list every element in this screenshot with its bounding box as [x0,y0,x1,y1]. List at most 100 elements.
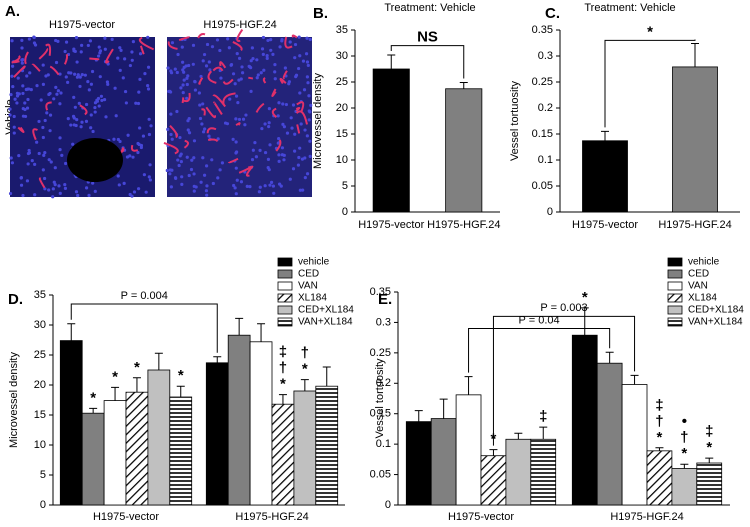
nucleus [33,193,37,197]
vessel [31,63,41,72]
nucleus [41,168,45,172]
nucleus [11,84,15,89]
significance-marker: * [657,429,663,446]
nucleus [211,181,215,186]
nucleus [29,88,33,92]
nucleus [233,82,237,86]
vessel [207,138,219,143]
nucleus [147,117,151,121]
nucleus [298,188,302,192]
nucleus [27,151,32,155]
nucleus [103,36,107,40]
nucleus [277,159,281,163]
legend-swatch [277,293,293,303]
nucleus [74,35,79,40]
nucleus [191,62,195,66]
nucleus [166,127,170,132]
nucleus [269,48,273,52]
nucleus [193,88,198,92]
nucleus [54,60,59,65]
nucleus [185,82,189,87]
nucleus [201,59,205,63]
nucleus [102,98,107,102]
error-bar [489,449,498,456]
nucleus [297,155,301,160]
nucleus [96,96,101,101]
error-bar [387,54,396,69]
nucleus [293,132,297,136]
vessel [296,101,305,112]
nucleus [281,102,285,106]
nucleus [271,52,275,56]
y-tick-label: 0.05 [370,468,391,480]
nucleus [178,154,182,158]
y-tick-label: 35 [336,24,348,36]
nucleus [180,182,184,186]
significance-label: * [647,23,653,40]
nucleus [66,116,70,121]
significance-bracket [468,328,611,373]
nucleus [234,166,238,170]
error-bar [464,376,473,395]
significance-bracket [604,39,696,128]
nucleus [136,187,141,191]
nucleus [89,82,94,86]
nucleus [187,63,191,68]
nucleus [84,102,89,107]
nucleus [187,131,192,135]
nucleus [235,52,239,56]
nucleus [132,190,137,194]
nucleus [234,94,239,98]
image-title: H1975-HGF.24 [203,19,276,31]
nucleus [306,81,310,85]
nucleus [239,180,244,184]
nucleus [25,106,30,110]
bar [372,68,410,213]
nucleus [259,71,263,75]
nucleus [147,175,151,179]
nucleus [186,74,190,78]
nucleus [126,133,130,137]
nucleus [12,114,16,119]
nucleus [11,64,15,68]
error-bar [213,356,222,363]
nucleus [17,154,21,158]
nucleus [33,162,37,166]
nucleus [178,135,182,140]
nucleus [256,73,260,77]
nucleus [280,37,284,42]
nucleus [130,50,134,54]
legend-label: XL184 [298,293,327,304]
nucleus [301,188,305,192]
legend-swatch [667,305,683,315]
nucleus [234,150,239,154]
nucleus [219,76,223,80]
bar [646,450,673,506]
significance-marker: * [90,389,96,406]
nucleus [90,69,95,74]
nucleus [291,103,296,107]
legend-swatch [277,257,293,267]
y-tick-label: 20 [34,379,46,391]
nucleus [41,63,45,67]
significance-bracket [492,315,636,446]
nucleus [128,192,132,197]
error-bar [300,379,309,391]
nucleus [148,178,152,182]
significance-marker: * [302,361,308,378]
nucleus [305,36,309,40]
error-bar [176,385,185,397]
nucleus [249,89,253,94]
nucleus [41,82,45,86]
nucleus [71,114,76,118]
nucleus [305,172,310,176]
nucleus [98,51,102,55]
vessel [207,70,217,84]
vessel [236,28,244,42]
nucleus [272,191,276,195]
nucleus [136,141,140,146]
legend-label: VAN [688,281,708,292]
nucleus [247,65,252,69]
vessel [32,128,38,141]
nucleus [39,98,43,102]
